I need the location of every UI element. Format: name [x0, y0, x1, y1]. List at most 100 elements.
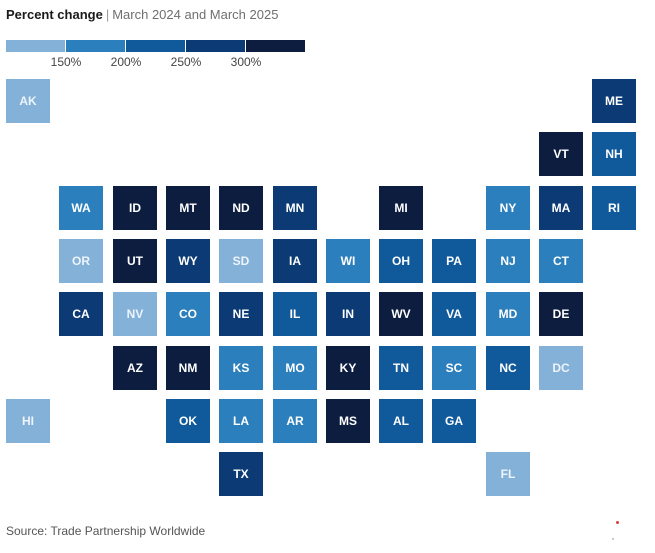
- state-label: UT: [127, 254, 143, 268]
- corner-mark: [616, 521, 619, 524]
- state-tile-la[interactable]: LA: [219, 399, 263, 443]
- state-label: KY: [339, 361, 357, 375]
- state-tile-ut[interactable]: UT: [113, 239, 157, 283]
- state-label: IL: [289, 307, 301, 321]
- state-label: IN: [342, 307, 354, 321]
- state-label: MD: [498, 307, 518, 321]
- state-tile-fl[interactable]: FL: [486, 452, 530, 496]
- state-tile-me[interactable]: ME: [592, 79, 636, 123]
- state-tile-md[interactable]: MD: [486, 292, 530, 336]
- state-tile-id[interactable]: ID: [113, 186, 157, 230]
- state-label: LA: [233, 414, 249, 428]
- state-label: NC: [499, 361, 517, 375]
- state-label: OH: [392, 254, 410, 268]
- title-main: Percent change: [6, 7, 103, 22]
- state-tile-oh[interactable]: OH: [379, 239, 423, 283]
- state-tile-ak[interactable]: AK: [6, 79, 50, 123]
- state-tile-va[interactable]: VA: [432, 292, 476, 336]
- state-label: DC: [552, 361, 570, 375]
- state-tile-ny[interactable]: NY: [486, 186, 530, 230]
- state-tile-ne[interactable]: NE: [219, 292, 263, 336]
- state-tile-ks[interactable]: KS: [219, 346, 263, 390]
- state-tile-vt[interactable]: VT: [539, 132, 583, 176]
- state-tile-pa[interactable]: PA: [432, 239, 476, 283]
- source-note: Source: Trade Partnership Worldwide: [6, 524, 206, 538]
- state-tile-ca[interactable]: CA: [59, 292, 103, 336]
- state-tile-in[interactable]: IN: [326, 292, 370, 336]
- state-tile-ma[interactable]: MA: [539, 186, 583, 230]
- state-tile-or[interactable]: OR: [59, 239, 103, 283]
- state-label: CO: [179, 307, 197, 321]
- state-label: PA: [446, 254, 462, 268]
- state-label: VT: [553, 147, 569, 161]
- state-label: ID: [129, 201, 141, 215]
- state-tile-ok[interactable]: OK: [166, 399, 210, 443]
- state-tile-ri[interactable]: RI: [592, 186, 636, 230]
- state-label: SC: [445, 361, 463, 375]
- legend-labels: 150% 200% 250% 300%: [6, 52, 306, 69]
- corner-mark-dot: [612, 538, 614, 540]
- legend-swatch: [66, 40, 125, 52]
- state-label: WY: [178, 254, 198, 268]
- state-tile-al[interactable]: AL: [379, 399, 423, 443]
- state-tile-ct[interactable]: CT: [539, 239, 583, 283]
- state-tile-de[interactable]: DE: [539, 292, 583, 336]
- state-tile-tn[interactable]: TN: [379, 346, 423, 390]
- state-label: FL: [500, 467, 516, 481]
- state-tile-wy[interactable]: WY: [166, 239, 210, 283]
- state-label: WA: [71, 201, 91, 215]
- state-label: NV: [126, 307, 144, 321]
- state-tile-co[interactable]: CO: [166, 292, 210, 336]
- legend-label: 200%: [110, 55, 142, 69]
- state-tile-wv[interactable]: WV: [379, 292, 423, 336]
- state-tile-ky[interactable]: KY: [326, 346, 370, 390]
- state-tile-wi[interactable]: WI: [326, 239, 370, 283]
- title-subtitle: March 2024 and March 2025: [112, 7, 279, 22]
- state-tile-nm[interactable]: NM: [166, 346, 210, 390]
- state-label: TN: [393, 361, 409, 375]
- state-label: GA: [445, 414, 463, 428]
- legend-swatch: [186, 40, 245, 52]
- state-tile-az[interactable]: AZ: [113, 346, 157, 390]
- state-tile-ga[interactable]: GA: [432, 399, 476, 443]
- state-tile-tx[interactable]: TX: [219, 452, 263, 496]
- state-tile-dc[interactable]: DC: [539, 346, 583, 390]
- state-label: MN: [285, 201, 305, 215]
- state-tile-sd[interactable]: SD: [219, 239, 263, 283]
- state-tile-ms[interactable]: MS: [326, 399, 370, 443]
- state-tile-nv[interactable]: NV: [113, 292, 157, 336]
- state-tile-nd[interactable]: ND: [219, 186, 263, 230]
- state-tile-mt[interactable]: MT: [166, 186, 210, 230]
- state-label: CT: [553, 254, 569, 268]
- legend-color-bar: [6, 40, 306, 52]
- state-label: MS: [339, 414, 357, 428]
- state-label: ND: [232, 201, 250, 215]
- state-label: SD: [232, 254, 250, 268]
- state-label: AR: [286, 414, 304, 428]
- state-label: RI: [608, 201, 620, 215]
- state-tile-ia[interactable]: IA: [273, 239, 317, 283]
- state-tile-il[interactable]: IL: [273, 292, 317, 336]
- state-tile-nh[interactable]: NH: [592, 132, 636, 176]
- state-label: AZ: [127, 361, 143, 375]
- state-tile-wa[interactable]: WA: [59, 186, 103, 230]
- legend-label: 150%: [50, 55, 82, 69]
- state-tile-mi[interactable]: MI: [379, 186, 423, 230]
- state-tile-mo[interactable]: MO: [273, 346, 317, 390]
- state-tile-mn[interactable]: MN: [273, 186, 317, 230]
- state-tile-nj[interactable]: NJ: [486, 239, 530, 283]
- state-tile-nc[interactable]: NC: [486, 346, 530, 390]
- title-separator: |: [105, 7, 110, 22]
- state-label: NJ: [500, 254, 516, 268]
- state-tile-hi[interactable]: HI: [6, 399, 50, 443]
- state-label: IA: [289, 254, 301, 268]
- state-label: MT: [179, 201, 197, 215]
- state-tile-ar[interactable]: AR: [273, 399, 317, 443]
- state-tile-sc[interactable]: SC: [432, 346, 476, 390]
- state-label: OR: [72, 254, 90, 268]
- state-label: MI: [394, 201, 408, 215]
- state-label: AK: [19, 94, 37, 108]
- state-label: TX: [233, 467, 249, 481]
- state-label: MO: [285, 361, 305, 375]
- state-label: NY: [499, 201, 517, 215]
